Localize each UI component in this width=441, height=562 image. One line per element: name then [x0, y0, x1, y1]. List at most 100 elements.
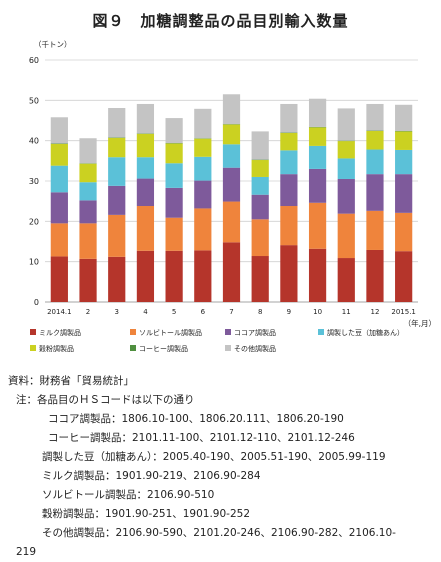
note-line: ココア調製品：1806.10-100、1806.20.111、1806.20-1… [8, 410, 438, 429]
bar-segment [338, 214, 355, 258]
legend-label: 穀粉調製品 [39, 344, 74, 353]
note-line: ソルビトール調製品：2106.90-510 [8, 486, 438, 505]
bar-segment [108, 186, 125, 215]
bar-segment [280, 133, 297, 150]
bar-segment [252, 160, 269, 177]
legend-label: 調製した豆（加糖あん） [327, 328, 404, 337]
bar-segment [366, 211, 383, 250]
bar-segment [366, 150, 383, 175]
bar-segment [223, 202, 240, 243]
bar-segment [223, 242, 240, 302]
legend-swatch [30, 345, 36, 351]
bar-segment [166, 118, 183, 143]
bar-segment [280, 206, 297, 245]
source-note: 資料：財務省「貿易統計」 [8, 372, 438, 391]
bar-segment [223, 125, 240, 145]
x-unit-label: （年,月） [404, 318, 436, 328]
bar-segment [137, 134, 154, 157]
bar-segment [309, 249, 326, 302]
note-line: 穀粉調製品：1901.90-251、1901.90-252 [8, 505, 438, 524]
bar-segment [366, 174, 383, 211]
note-line: 調製した豆（加糖あん）：2005.40-190、2005.51-190、2005… [8, 448, 438, 467]
x-tick-label: 6 [201, 308, 206, 316]
bar-segment [51, 144, 68, 166]
bar-segment [252, 177, 269, 195]
legend: ミルク調製品 ソルビトール調製品 ココア調製品 調製した豆（加糖あん） 穀粉調製品 コーヒ… [30, 328, 404, 353]
bar-segment [51, 256, 68, 302]
bar-segment [194, 250, 211, 302]
bar-segment [51, 192, 68, 223]
y-tick-label: 50 [29, 96, 39, 105]
x-tick-label: 5 [172, 308, 176, 316]
notes: 資料：財務省「貿易統計」 注：各品目のＨＳコードは以下の通り ココア調製品：18… [8, 372, 438, 562]
legend-label: コーヒー調製品 [139, 344, 188, 353]
bar-segment [194, 208, 211, 250]
bar-segment [137, 206, 154, 251]
y-tick-label: 40 [29, 137, 39, 146]
x-tick-label: 2 [86, 308, 90, 316]
bar-segment [223, 94, 240, 124]
y-unit-label: （千トン） [34, 39, 72, 49]
legend-swatch [225, 345, 231, 351]
legend-swatch [225, 329, 231, 335]
bar-segment [137, 157, 154, 178]
bar-segment [108, 157, 125, 186]
y-tick-label: 0 [34, 298, 39, 307]
bar-segment [51, 223, 68, 256]
bar-segment [108, 215, 125, 257]
bar-segment [194, 157, 211, 181]
bar-segment [309, 203, 326, 249]
bar-segment [51, 117, 68, 143]
x-tick-label: 7 [229, 308, 233, 316]
bar-segment [252, 195, 269, 220]
bar-segment [79, 259, 96, 302]
x-tick-label: 3 [114, 308, 118, 316]
bar-segment [108, 138, 125, 157]
bar-segment [366, 104, 383, 131]
bar-segment [223, 168, 240, 202]
x-tick-label: 2014.1 [47, 308, 72, 316]
bar-segment [366, 250, 383, 302]
legend-swatch [130, 329, 136, 335]
note-line: コーヒー調製品：2101.11-100、2101.12-110、2101.12-… [8, 429, 438, 448]
bar-segment [338, 179, 355, 214]
legend-label: ミルク調製品 [39, 328, 81, 337]
legend-label: ココア調製品 [234, 328, 276, 337]
y-tick-label: 10 [29, 258, 39, 267]
legend-swatch [318, 329, 324, 335]
bar-segment [395, 150, 412, 174]
bar-segment [309, 127, 326, 146]
x-tick-label: 2015.1 [391, 308, 416, 316]
bar-segment [79, 200, 96, 223]
y-tick-label: 20 [29, 217, 39, 226]
bar-segment [280, 150, 297, 174]
bar-segment [108, 257, 125, 302]
bar-segment [79, 223, 96, 258]
hs-code-note: 注：各品目のＨＳコードは以下の通り [8, 391, 438, 410]
x-tick-label: 11 [342, 308, 351, 316]
bar-segment [137, 251, 154, 302]
legend-label: ソルビトール調製品 [139, 328, 202, 337]
bar-segment [280, 174, 297, 206]
bar-segment [309, 146, 326, 169]
bar-segment [137, 179, 154, 206]
bar-segment [166, 143, 183, 163]
x-tick-label: 10 [313, 308, 322, 316]
x-tick-label: 4 [143, 308, 148, 316]
legend-swatch [30, 329, 36, 335]
bar-segment [108, 108, 125, 137]
x-tick-label: 12 [371, 308, 380, 316]
bar-segment [338, 258, 355, 302]
bar-segment [166, 251, 183, 302]
bar-segment [280, 245, 297, 302]
legend-label: その他調製品 [234, 344, 276, 353]
legend-swatch [130, 345, 136, 351]
y-tick-label: 30 [29, 177, 39, 186]
bar-segment [252, 131, 269, 159]
bars [51, 94, 413, 302]
bar-segment [395, 105, 412, 131]
